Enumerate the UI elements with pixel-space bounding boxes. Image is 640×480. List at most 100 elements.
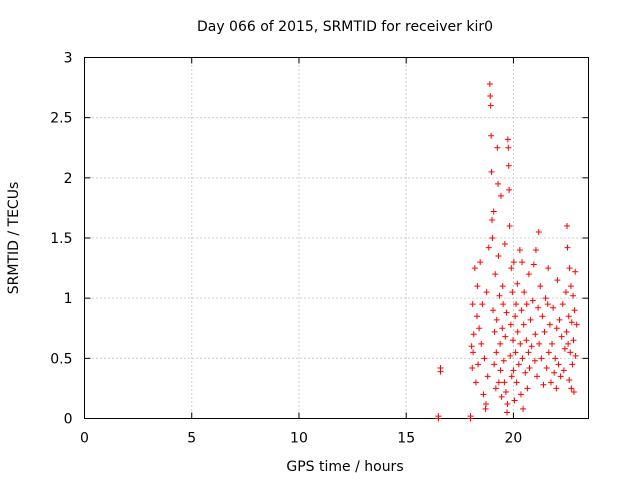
data-point: [490, 307, 497, 314]
data-point: [508, 265, 515, 272]
data-point: [504, 136, 511, 143]
data-point: [478, 340, 485, 347]
data-point: [572, 352, 579, 359]
data-point: [561, 345, 568, 352]
data-point: [553, 385, 560, 392]
data-point: [484, 373, 491, 380]
data-point: [525, 349, 532, 356]
y-tick-label: 0.5: [50, 351, 72, 367]
data-point: [512, 349, 519, 356]
data-point: [545, 349, 552, 356]
data-point: [515, 361, 522, 368]
data-point: [475, 361, 482, 368]
data-point: [531, 357, 538, 364]
data-point: [567, 349, 574, 356]
data-point: [517, 391, 524, 398]
axis-tick-labels: 0 5 10 15 20 0 0.5 1 1.5 2 2.5 3: [50, 51, 522, 447]
data-point: [519, 259, 526, 266]
data-point: [525, 271, 532, 278]
data-point: [519, 355, 526, 362]
data-point: [485, 244, 492, 251]
data-point: [494, 144, 501, 151]
data-point: [567, 283, 574, 290]
data-point: [520, 405, 527, 412]
data-point: [510, 367, 517, 374]
data-point: [481, 355, 488, 362]
data-point: [572, 268, 579, 275]
y-tick-label: 1.5: [50, 231, 72, 247]
data-point: [532, 247, 539, 254]
data-point: [488, 132, 495, 139]
data-point: [505, 144, 512, 151]
data-point: [560, 367, 567, 374]
data-point: [565, 313, 572, 320]
data-point: [500, 301, 507, 308]
x-tick-label: 0: [80, 431, 89, 447]
data-point: [534, 373, 541, 380]
data-point: [566, 265, 573, 272]
data-point: [520, 321, 527, 328]
data-point: [550, 304, 557, 311]
data-point: [487, 93, 494, 100]
data-point: [535, 304, 542, 311]
data-point: [488, 168, 495, 175]
data-point: [504, 409, 511, 416]
x-tick-label: 10: [290, 431, 308, 447]
data-point: [524, 385, 531, 392]
data-point: [508, 373, 515, 380]
data-point: [507, 321, 514, 328]
data-point: [469, 301, 476, 308]
data-point: [490, 208, 497, 215]
data-point: [557, 373, 564, 380]
data-point: [562, 289, 569, 296]
data-point: [545, 265, 552, 272]
data-point: [518, 307, 525, 314]
data-point: [526, 364, 533, 371]
data-point: [564, 244, 571, 251]
data-point: [506, 222, 513, 229]
y-tick-label: 2.5: [50, 111, 72, 127]
data-point: [483, 289, 490, 296]
data-point: [502, 333, 509, 340]
data-point: [473, 313, 480, 320]
data-point: [493, 349, 500, 356]
x-tick-label: 20: [505, 431, 523, 447]
data-point: [513, 379, 520, 386]
data-point: [496, 292, 503, 299]
data-point: [469, 364, 476, 371]
data-point: [559, 301, 566, 308]
data-point: [507, 352, 514, 359]
y-axis-label: SRMTID / TECUs: [6, 182, 22, 295]
y-tick-label: 3: [64, 51, 73, 67]
data-point: [502, 389, 509, 396]
y-tick-label: 2: [64, 171, 73, 187]
data-point: [521, 289, 528, 296]
data-point: [488, 216, 495, 223]
data-point: [563, 328, 570, 335]
data-point: [467, 413, 474, 420]
data-point: [482, 401, 489, 408]
data-point: [510, 259, 517, 266]
data-point: [546, 321, 553, 328]
data-point: [528, 343, 535, 350]
data-point: [555, 361, 562, 368]
data-point: [468, 343, 475, 350]
data-point: [539, 313, 546, 320]
data-point: [558, 333, 565, 340]
data-point: [538, 355, 545, 362]
data-point: [517, 340, 524, 347]
data-point: [530, 261, 537, 268]
data-point: [570, 389, 577, 396]
data-point: [499, 283, 506, 290]
data-point: [505, 162, 512, 169]
data-point: [514, 328, 521, 335]
data-point: [487, 102, 494, 109]
data-point: [499, 325, 506, 332]
data-point: [486, 80, 493, 87]
data-point: [472, 379, 479, 386]
axis-ticks: [84, 57, 589, 419]
data-point: [513, 301, 520, 308]
data-point: [435, 413, 442, 420]
data-point: [512, 313, 519, 320]
data-point: [571, 307, 578, 314]
